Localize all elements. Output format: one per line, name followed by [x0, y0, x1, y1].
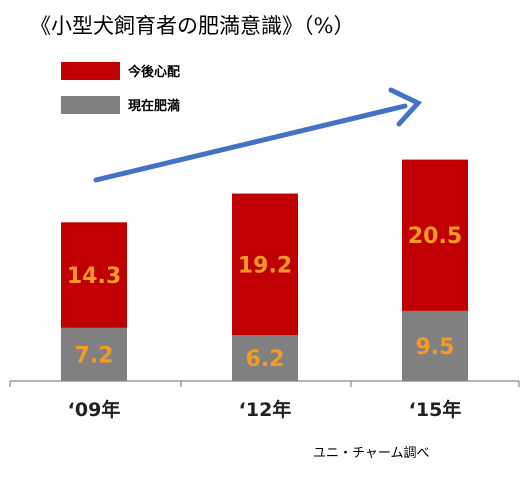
legend-swatch-1	[61, 62, 120, 80]
chart-title: 《小型犬飼育者の肥満意識》（%）	[30, 14, 354, 38]
category-labels: ‘09年 ‘12年 ‘15年	[68, 398, 462, 421]
bar-current-obese-2	[232, 335, 298, 381]
bar-current-obese-1	[61, 327, 127, 381]
category-label-3: ‘15年	[409, 398, 462, 421]
category-label-2: ‘12年	[239, 398, 292, 421]
source-note: ユニ・チャーム調べ	[313, 446, 429, 461]
value-label-future-worry-2: 19.2	[238, 253, 292, 278]
value-label-future-worry-1: 14.3	[67, 264, 121, 289]
legend-label-2: 現在肥満	[128, 98, 180, 114]
bar-current-obese-3	[402, 310, 468, 381]
value-label-future-worry-3: 20.5	[408, 224, 462, 249]
value-label-current-obese-2: 6.2	[246, 347, 285, 372]
x-axis-ticks	[9, 381, 520, 387]
bars	[61, 159, 468, 381]
legend-label-1: 今後心配	[127, 64, 180, 80]
bar-future-worry-1	[61, 222, 127, 328]
bar-future-worry-3	[402, 159, 468, 311]
category-label-1: ‘09年	[68, 398, 121, 421]
trend-arrow	[93, 87, 423, 183]
value-label-current-obese-3: 9.5	[416, 335, 455, 360]
bar-future-worry-2	[232, 193, 298, 336]
value-labels: 7.2 14.3 6.2 19.2 9.5 20.5	[67, 224, 462, 372]
value-label-current-obese-1: 7.2	[75, 343, 114, 368]
legend-swatch-2	[61, 96, 120, 114]
